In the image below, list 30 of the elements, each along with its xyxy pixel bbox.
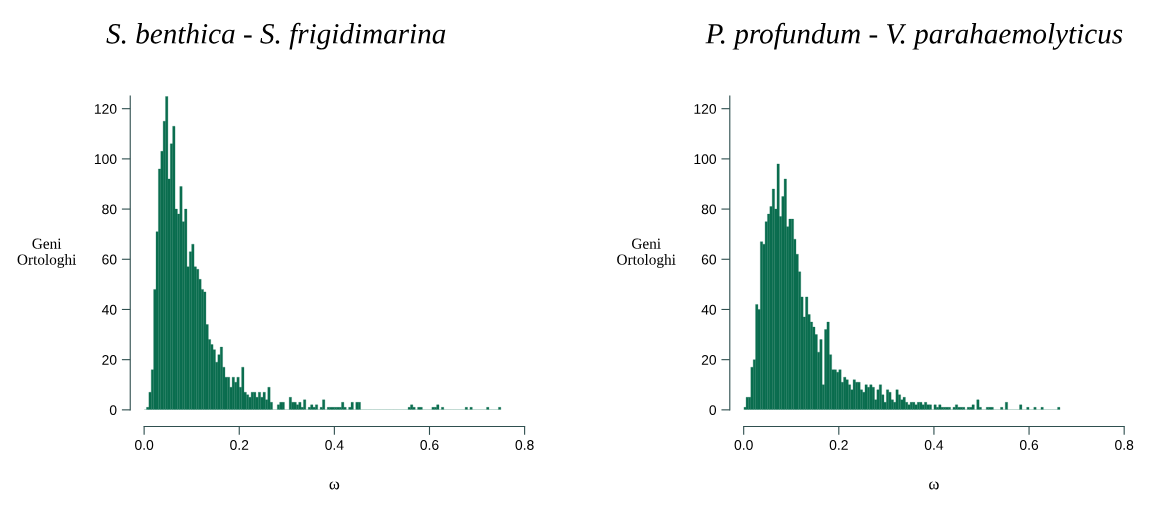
x-tick-label: 0.6 <box>420 440 439 450</box>
chart-title: S. benthica - S. frigidimarina <box>106 22 446 50</box>
y-tick-label: 40 <box>701 304 717 315</box>
x-axis-title: ω <box>929 481 939 490</box>
x-axis-title: ω <box>329 481 340 490</box>
x-tick-label: 0.4 <box>924 440 944 450</box>
y-tick-label: 80 <box>701 204 717 215</box>
y-axis-title: Geni Ortologhi <box>17 238 77 268</box>
y-tick-label: 100 <box>94 154 117 165</box>
x-tick-label: 0.0 <box>135 440 154 450</box>
x-tick-label: 0.2 <box>829 440 848 450</box>
y-tick-label: 100 <box>694 154 717 165</box>
chart-title: P. profundum - V. parahaemolyticus <box>705 22 1123 50</box>
x-tick-label: 0.6 <box>1019 440 1039 450</box>
y-tick-label: 40 <box>101 304 117 315</box>
y-tick-label: 0 <box>109 405 117 416</box>
y-tick-label: 60 <box>701 254 717 265</box>
x-tick-label: 0.4 <box>325 440 344 450</box>
y-tick-label: 20 <box>701 355 717 365</box>
y-axis-title: Geni Ortologhi <box>617 238 676 268</box>
x-tick-label: 0.0 <box>734 440 753 450</box>
y-tick-label: 60 <box>102 254 117 265</box>
x-tick-label: 0.2 <box>230 440 249 450</box>
x-tick-label: 0.8 <box>515 440 534 450</box>
y-tick-label: 0 <box>709 405 717 416</box>
y-tick-label: 120 <box>94 104 117 114</box>
x-tick-label: 0.8 <box>1115 440 1134 450</box>
y-tick-label: 80 <box>102 204 117 215</box>
y-tick-label: 120 <box>694 104 717 114</box>
y-tick-label: 20 <box>102 355 117 365</box>
